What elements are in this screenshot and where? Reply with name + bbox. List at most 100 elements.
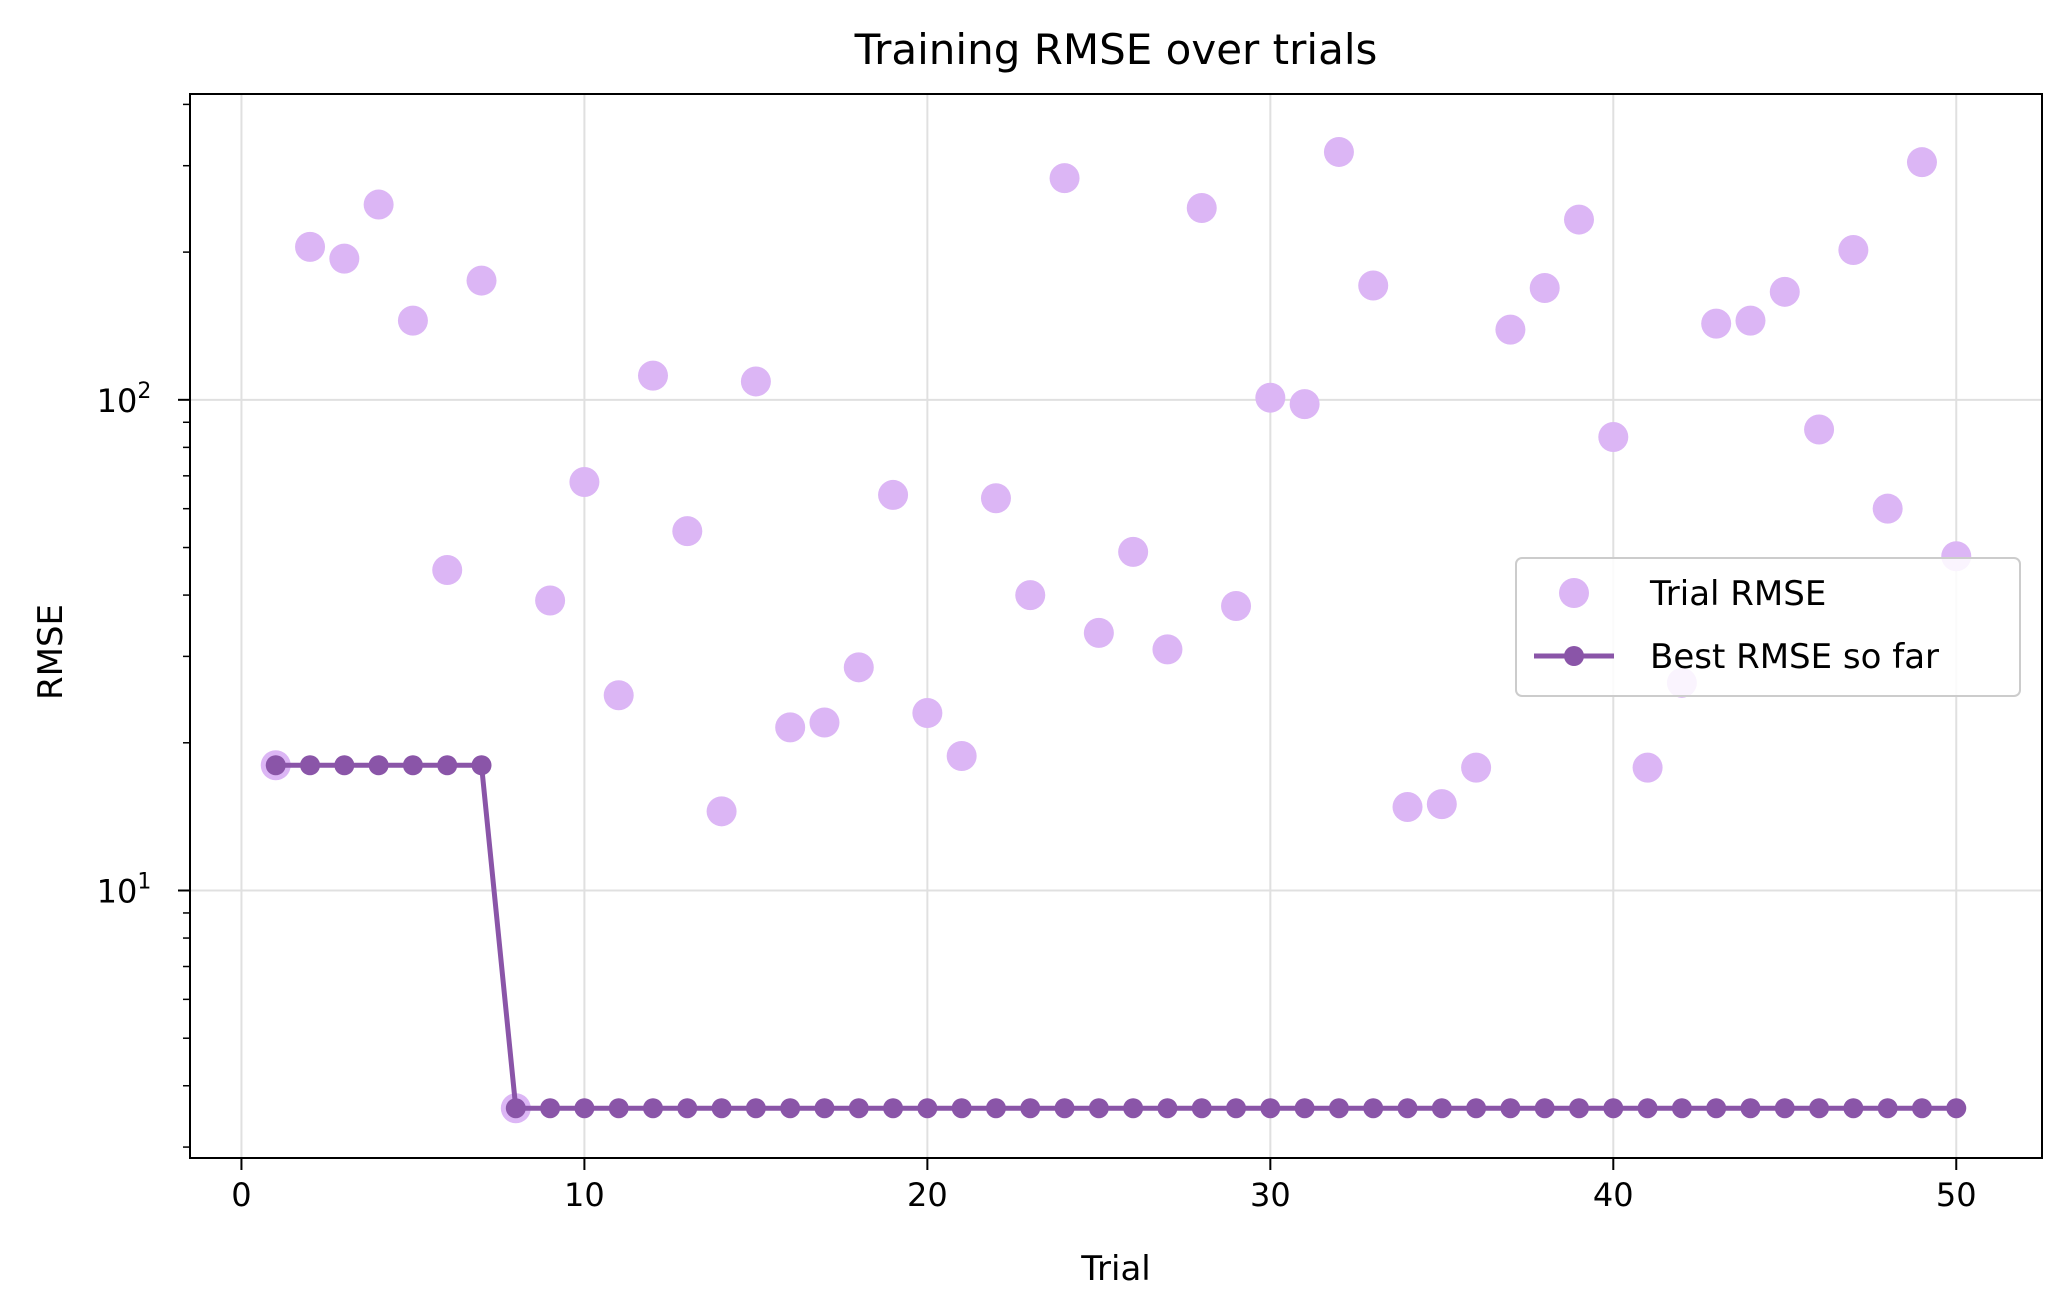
y-axis-label: RMSE	[31, 604, 71, 700]
tick-labels: 0 10 20 30 40 50 101 102	[97, 379, 1977, 1214]
best-rmse-point	[1294, 1098, 1315, 1119]
best-rmse-point	[1260, 1098, 1281, 1119]
best-rmse-point	[1637, 1098, 1658, 1119]
trial-rmse-point	[1461, 752, 1492, 783]
best-rmse-point	[1123, 1098, 1144, 1119]
best-rmse-point	[471, 755, 492, 776]
trial-rmse-point	[1564, 204, 1594, 235]
best-rmse-point	[1843, 1098, 1864, 1119]
best-rmse-point	[1911, 1098, 1932, 1119]
plot-frame	[189, 93, 2043, 1159]
best-rmse-point	[1500, 1098, 1521, 1119]
best-rmse-point	[1774, 1098, 1795, 1119]
best-rmse-point	[1226, 1098, 1247, 1119]
legend-trial-rmse-label: Trial RMSE	[1649, 574, 1826, 614]
trial-rmse-point	[1323, 136, 1354, 167]
trial-rmse-point	[363, 189, 394, 220]
trial-rmse-point	[329, 243, 360, 274]
trial-rmse-point	[1083, 617, 1114, 648]
best-rmse-point	[883, 1098, 904, 1119]
trial-rmse-point	[638, 360, 668, 391]
best-rmse-point	[1020, 1098, 1041, 1119]
trial-rmse-point	[912, 698, 943, 729]
best-rmse-point	[848, 1098, 869, 1119]
best-rmse-point	[1569, 1098, 1589, 1119]
best-rmse-point	[540, 1098, 561, 1119]
trial-rmse-point	[569, 467, 600, 498]
best-rmse-point	[1054, 1098, 1075, 1119]
best-rmse-point	[334, 755, 355, 776]
x-tick-label: 40	[1593, 1176, 1634, 1214]
trial-rmse-point	[397, 305, 428, 336]
best-rmse-point	[745, 1098, 766, 1119]
best-rmse-point	[608, 1098, 629, 1119]
x-tick-label: 50	[1936, 1176, 1977, 1214]
legend-best-rmse-label: Best RMSE so far	[1650, 637, 1939, 677]
trial-rmse-point	[1838, 234, 1869, 265]
best-rmse-point	[643, 1098, 663, 1119]
best-rmse-point	[300, 755, 321, 776]
trial-rmse-point	[1221, 591, 1252, 622]
best-rmse-point	[1706, 1098, 1727, 1119]
legend-best-rmse-marker	[1564, 646, 1584, 666]
best-rmse-point	[917, 1098, 938, 1119]
chart-title: Training RMSE over trials	[854, 25, 1378, 74]
legend-box	[1515, 557, 2021, 697]
best-rmse-point	[1328, 1098, 1349, 1119]
trial-rmse-point	[946, 740, 977, 771]
best-rmse-point	[1397, 1098, 1418, 1119]
best-rmse-point	[1466, 1098, 1487, 1119]
best-rmse-point	[814, 1098, 835, 1119]
best-rmse-point	[265, 755, 286, 776]
trial-rmse-point	[1769, 276, 1800, 307]
best-rmse-point	[574, 1098, 595, 1119]
best-rmse-point	[780, 1098, 801, 1119]
trial-rmse-point	[1804, 414, 1835, 445]
best-rmse-point	[1603, 1098, 1624, 1119]
axis-ticks	[178, 103, 1958, 1170]
best-rmse-point	[1363, 1098, 1384, 1119]
trial-rmse-point	[1358, 270, 1389, 301]
trial-rmse-point	[535, 585, 566, 616]
trial-rmse-point	[1872, 493, 1903, 524]
best-rmse-point	[1877, 1098, 1898, 1119]
best-rmse-series	[265, 755, 1967, 1119]
trial-rmse-point	[1392, 791, 1423, 822]
best-rmse-point	[402, 755, 423, 776]
trial-rmse-point	[775, 712, 806, 743]
trial-rmse-point	[1632, 752, 1663, 783]
best-rmse-point	[677, 1098, 698, 1119]
trial-rmse-point	[809, 707, 840, 738]
trial-rmse-point	[740, 366, 771, 397]
trial-rmse-point	[1152, 634, 1183, 665]
x-tick-label: 0	[231, 1176, 251, 1214]
trial-rmse-point	[1289, 389, 1320, 420]
best-rmse-point	[1157, 1098, 1178, 1119]
best-rmse-point	[951, 1098, 972, 1119]
best-rmse-point	[505, 1098, 526, 1119]
trial-rmse-point	[466, 265, 497, 296]
y-tick-label: 101	[97, 870, 152, 911]
best-rmse-point	[368, 755, 389, 776]
best-rmse-point	[437, 755, 458, 776]
trial-rmse-point	[1186, 192, 1217, 223]
trial-rmse-point	[1426, 789, 1457, 820]
legend: Trial RMSE Best RMSE so far	[1515, 557, 2021, 697]
trial-rmse-point	[672, 516, 703, 547]
x-tick-label: 10	[564, 1176, 605, 1214]
trial-rmse-point	[1255, 382, 1286, 413]
legend-trial-rmse-marker	[1559, 578, 1589, 608]
x-tick-label: 20	[907, 1176, 948, 1214]
y-tick-label: 102	[97, 379, 152, 420]
trial-rmse-point	[1598, 421, 1629, 452]
trial-rmse-point	[295, 231, 326, 262]
best-rmse-point	[1740, 1098, 1761, 1119]
best-rmse-point	[1534, 1098, 1555, 1119]
trial-rmse-point	[1015, 580, 1046, 611]
trial-rmse-point	[1701, 308, 1732, 339]
best-rmse-point	[1191, 1098, 1212, 1119]
best-rmse-point	[1809, 1098, 1830, 1119]
trial-rmse-point	[843, 652, 874, 683]
best-rmse-point	[1671, 1098, 1692, 1119]
